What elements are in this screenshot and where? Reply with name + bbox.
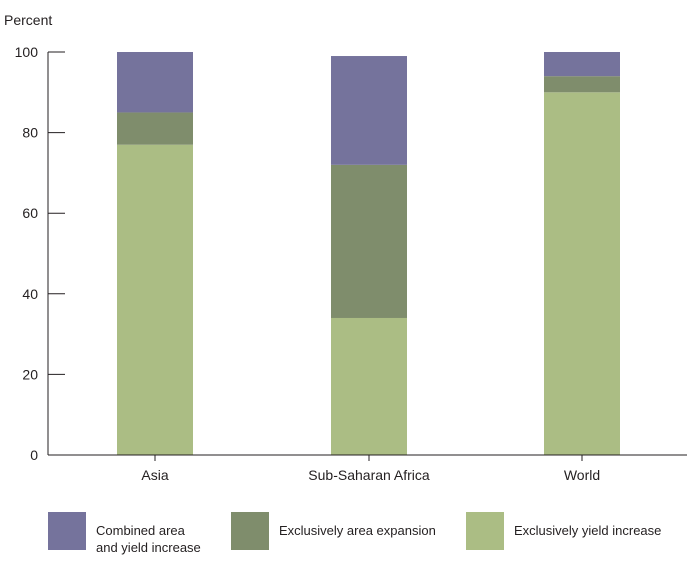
bar-segment — [544, 76, 620, 93]
legend-item-area-expansion: Exclusively area expansion — [231, 512, 436, 550]
legend-swatch — [231, 512, 269, 550]
bar-segment — [331, 164, 407, 318]
y-axis-label: Percent — [4, 12, 52, 28]
x-tick-label: World — [564, 467, 600, 483]
legend-item-combined: Combined area and yield increase — [48, 512, 201, 556]
bars — [117, 52, 620, 456]
legend-label: Exclusively yield increase — [514, 523, 662, 538]
bar-segment — [331, 56, 407, 165]
x-tick-label: Asia — [141, 467, 168, 483]
legend-swatch — [48, 512, 86, 550]
bar-segment — [544, 92, 620, 456]
y-tick-label: 40 — [22, 286, 38, 302]
bar-segment — [544, 52, 620, 77]
y-tick-label: 20 — [22, 366, 38, 382]
y-tick-label: 80 — [22, 125, 38, 141]
legend-item-yield-increase: Exclusively yield increase — [466, 512, 661, 550]
legend: Combined area and yield increase Exclusi… — [48, 512, 687, 564]
bar-segment — [331, 317, 407, 455]
y-axis: 0 20 40 60 80 100 — [15, 44, 65, 463]
y-tick-label: 0 — [30, 447, 38, 463]
bar-segment — [117, 52, 193, 113]
legend-label: Exclusively area expansion — [279, 523, 436, 538]
bar-segment — [117, 144, 193, 455]
legend-swatch — [466, 512, 504, 550]
x-tick-label: Sub-Saharan Africa — [308, 467, 430, 483]
bar-segment — [117, 112, 193, 145]
y-tick-label: 100 — [15, 44, 39, 60]
legend-label: Combined area and yield increase — [96, 523, 201, 555]
y-tick-label: 60 — [22, 205, 38, 221]
x-axis: Asia Sub-Saharan Africa World — [48, 454, 687, 483]
